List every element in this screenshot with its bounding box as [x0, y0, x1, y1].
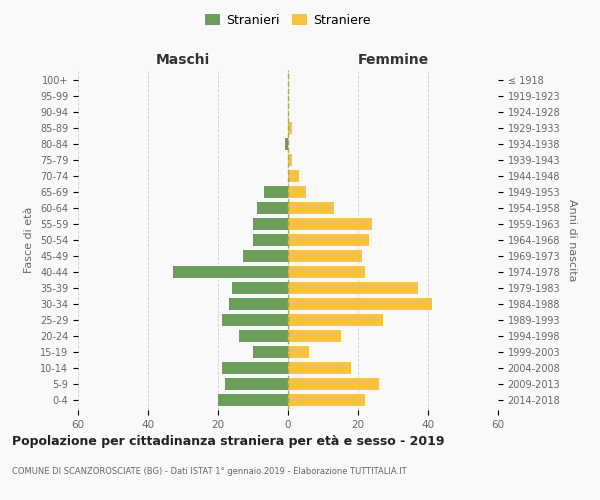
- Text: COMUNE DI SCANZOROSCIATE (BG) - Dati ISTAT 1° gennaio 2019 - Elaborazione TUTTIT: COMUNE DI SCANZOROSCIATE (BG) - Dati IST…: [12, 468, 407, 476]
- Bar: [288, 362, 351, 374]
- Bar: [221, 362, 288, 374]
- Bar: [239, 330, 288, 342]
- Bar: [232, 282, 288, 294]
- Bar: [288, 378, 379, 390]
- Bar: [288, 250, 361, 262]
- Bar: [284, 138, 288, 150]
- Bar: [288, 202, 334, 214]
- Bar: [288, 234, 368, 246]
- Bar: [288, 394, 365, 406]
- Y-axis label: Anni di nascita: Anni di nascita: [567, 198, 577, 281]
- Bar: [225, 378, 288, 390]
- Bar: [253, 218, 288, 230]
- Bar: [229, 298, 288, 310]
- Bar: [288, 346, 309, 358]
- Bar: [242, 250, 288, 262]
- Bar: [288, 298, 431, 310]
- Bar: [288, 330, 341, 342]
- Text: Popolazione per cittadinanza straniera per età e sesso - 2019: Popolazione per cittadinanza straniera p…: [12, 435, 445, 448]
- Bar: [221, 314, 288, 326]
- Bar: [288, 186, 305, 198]
- Text: Maschi: Maschi: [156, 53, 210, 67]
- Bar: [288, 218, 372, 230]
- Bar: [288, 154, 292, 166]
- Bar: [253, 234, 288, 246]
- Text: Femmine: Femmine: [358, 53, 428, 67]
- Legend: Stranieri, Straniere: Stranieri, Straniere: [200, 8, 376, 32]
- Bar: [288, 122, 292, 134]
- Bar: [263, 186, 288, 198]
- Bar: [288, 314, 383, 326]
- Y-axis label: Fasce di età: Fasce di età: [25, 207, 34, 273]
- Bar: [253, 346, 288, 358]
- Bar: [257, 202, 288, 214]
- Bar: [173, 266, 288, 278]
- Bar: [288, 282, 418, 294]
- Bar: [288, 266, 365, 278]
- Bar: [218, 394, 288, 406]
- Bar: [288, 170, 299, 182]
